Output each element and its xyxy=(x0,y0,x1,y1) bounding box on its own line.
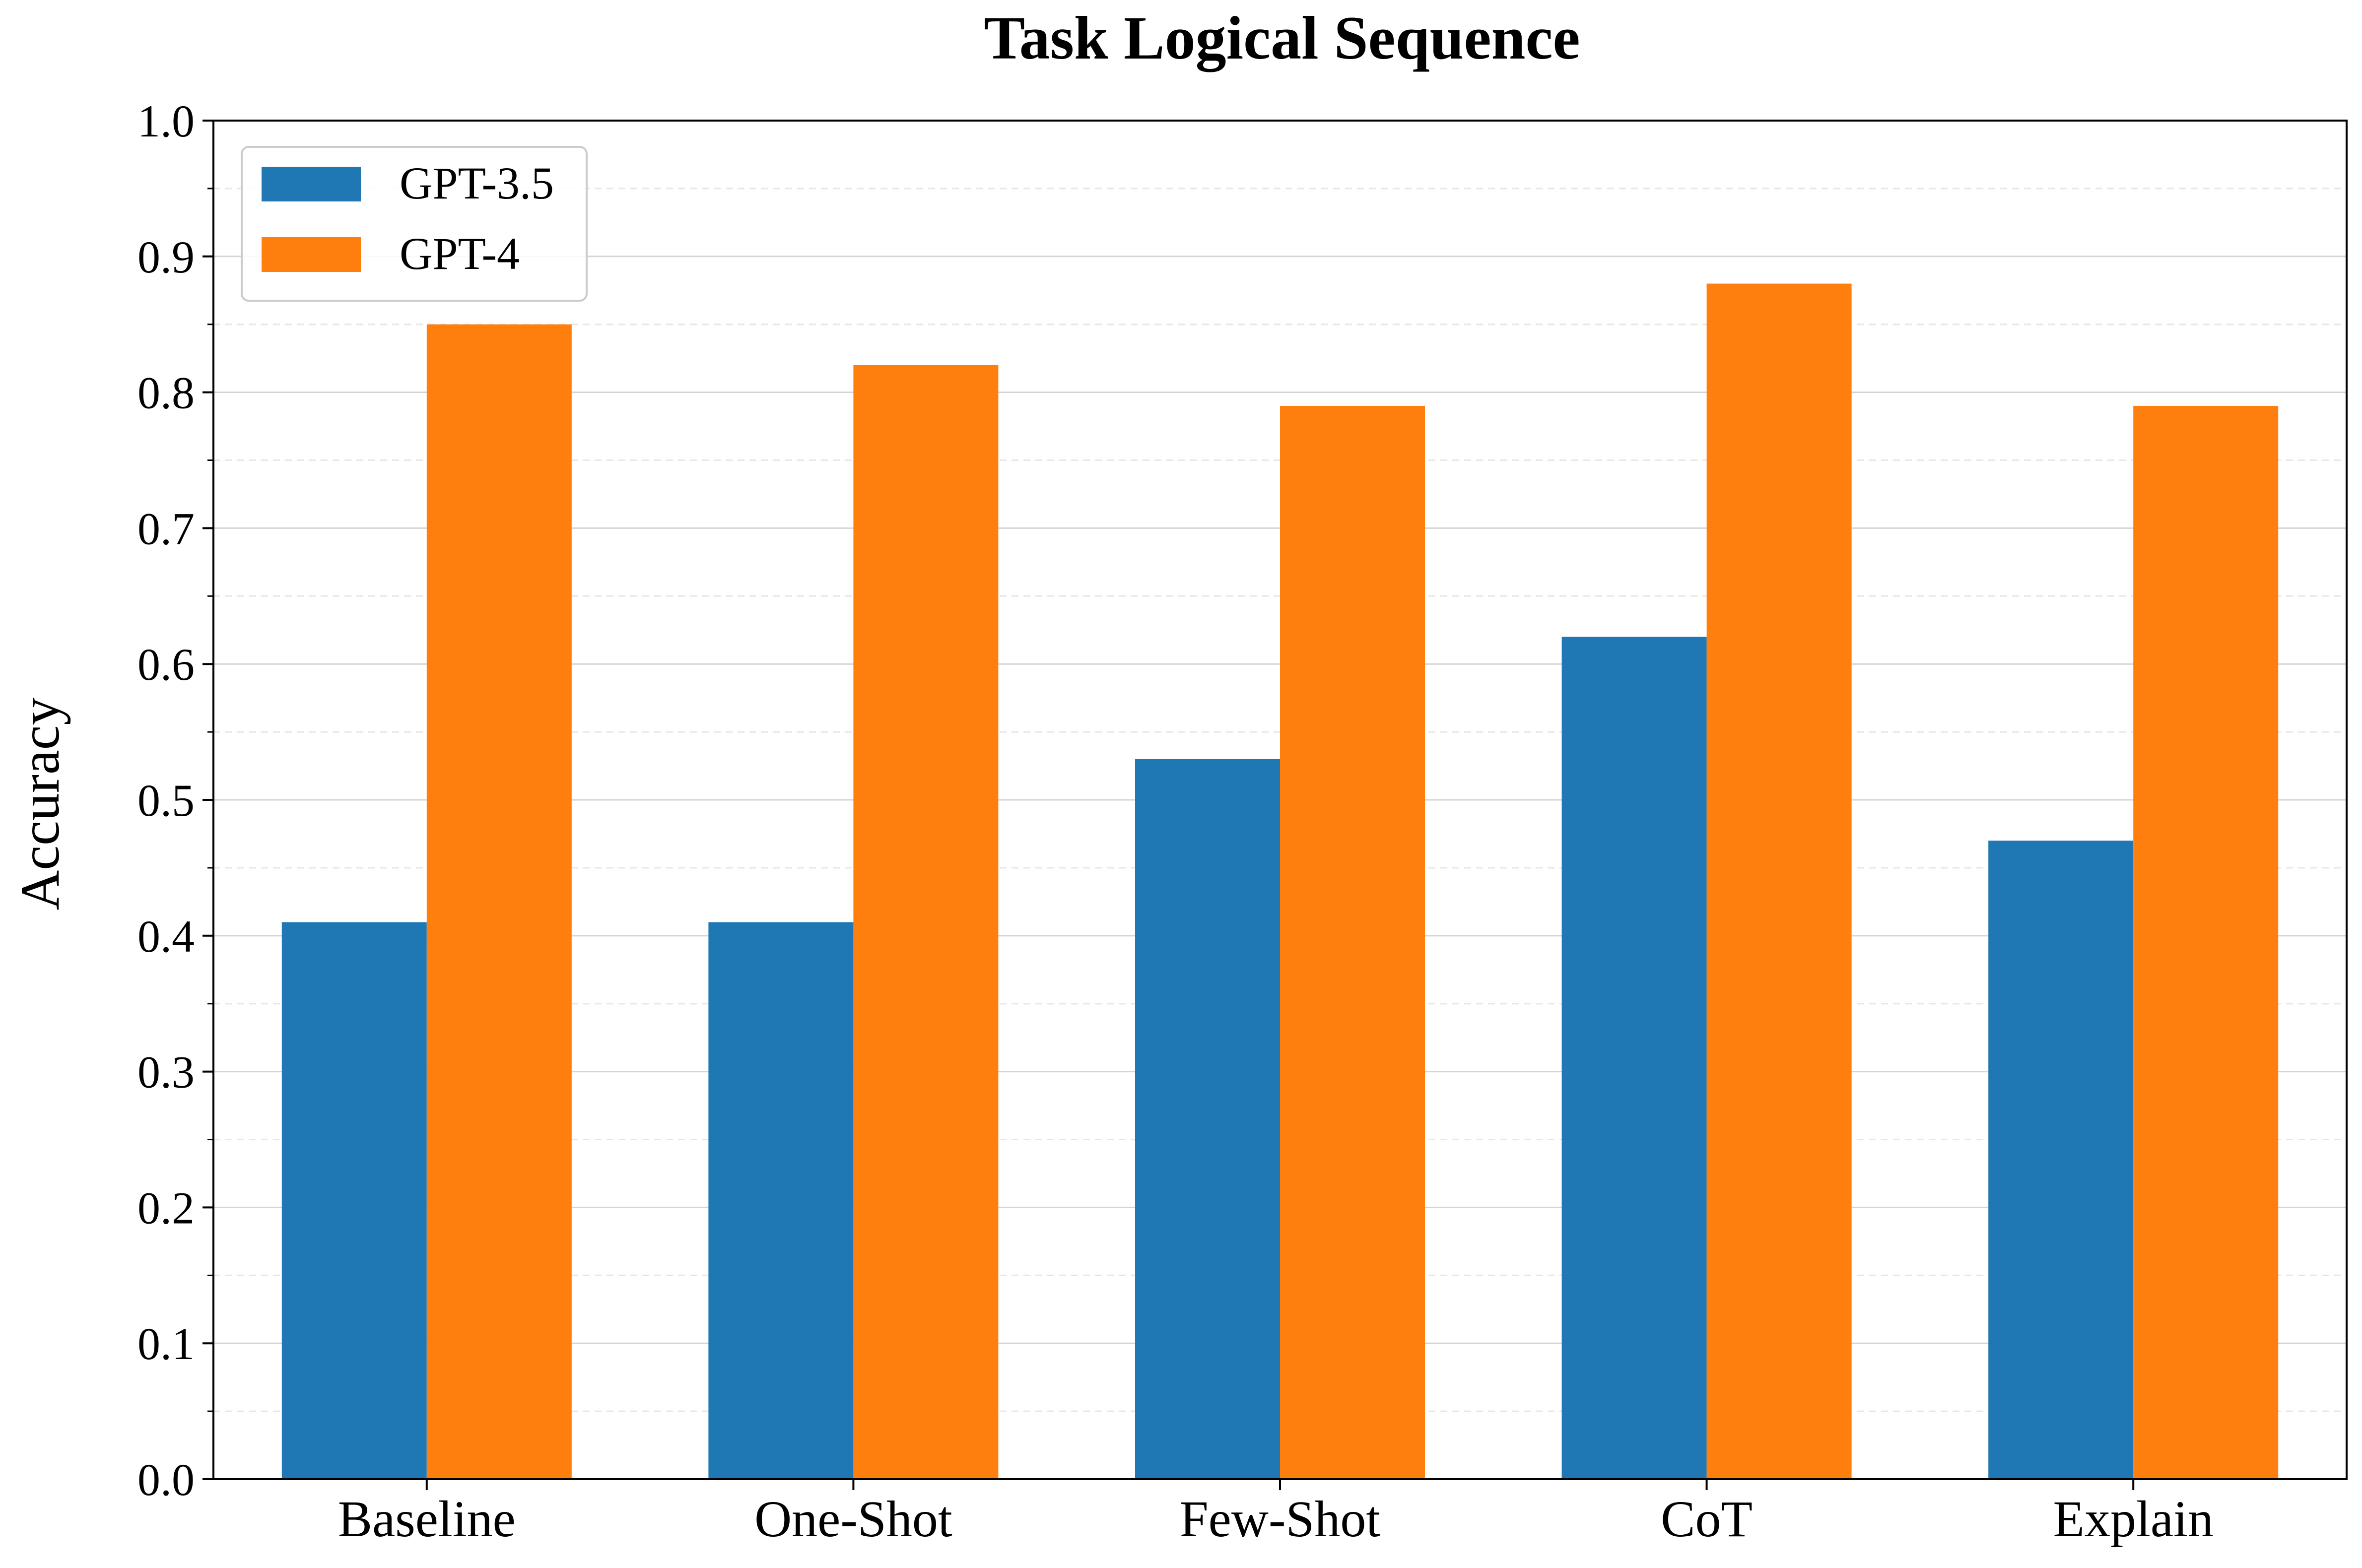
bar-gpt-3-5-explain xyxy=(1988,841,2134,1479)
x-tick-label: Baseline xyxy=(338,1491,516,1548)
y-axis-ticks: 0.0 0.1 0.2 0.3 0.4 0.5 0.6 0.7 0.8 0.9 1.0 xyxy=(137,96,213,1505)
chart-title: Task Logical Sequence xyxy=(984,4,1580,72)
y-tick-label: 0.8 xyxy=(137,368,195,418)
y-tick-label: 0.1 xyxy=(137,1318,195,1369)
y-axis-label: Accuracy xyxy=(9,697,71,910)
bar-gpt-4-one-shot xyxy=(853,365,999,1479)
y-tick-label: 0.5 xyxy=(137,775,195,826)
bar-gpt-3-5-baseline xyxy=(281,922,427,1479)
x-tick-label: Few-Shot xyxy=(1180,1491,1381,1548)
y-tick-label: 0.7 xyxy=(137,503,195,554)
y-tick-label: 1.0 xyxy=(137,96,195,146)
y-tick-label: 0.6 xyxy=(137,639,195,690)
bar-gpt-4-baseline xyxy=(426,324,572,1480)
bar-gpt-4-cot xyxy=(1706,283,1852,1479)
legend-label-gpt-4: GPT-4 xyxy=(400,228,520,279)
y-tick-label: 0.9 xyxy=(137,232,195,282)
bar-gpt-3-5-cot xyxy=(1561,637,1707,1479)
legend: GPT-3.5 GPT-4 xyxy=(241,146,588,302)
x-tick-label: Explain xyxy=(2053,1491,2213,1548)
y-tick-label: 0.3 xyxy=(137,1047,195,1098)
y-tick-label: 0.4 xyxy=(137,911,195,962)
bar-gpt-4-few-shot xyxy=(1280,405,1425,1479)
bar-gpt-3-5-few-shot xyxy=(1135,759,1280,1479)
legend-swatch-gpt-4 xyxy=(262,237,361,272)
plot-frame xyxy=(212,120,2348,1480)
x-tick-label: CoT xyxy=(1661,1491,1753,1548)
legend-label-gpt-3-5: GPT-3.5 xyxy=(400,158,554,208)
y-tick-label: 0.0 xyxy=(137,1454,195,1505)
x-tick-label: One-Shot xyxy=(754,1491,952,1548)
x-axis-ticks: Baseline One-Shot Few-Shot CoT Explain xyxy=(338,1479,2214,1548)
bar-gpt-3-5-one-shot xyxy=(708,922,854,1479)
bars xyxy=(281,283,2279,1480)
y-tick-label: 0.2 xyxy=(137,1182,195,1233)
bar-gpt-4-explain xyxy=(2133,405,2279,1479)
legend-swatch-gpt-3-5 xyxy=(262,167,361,201)
